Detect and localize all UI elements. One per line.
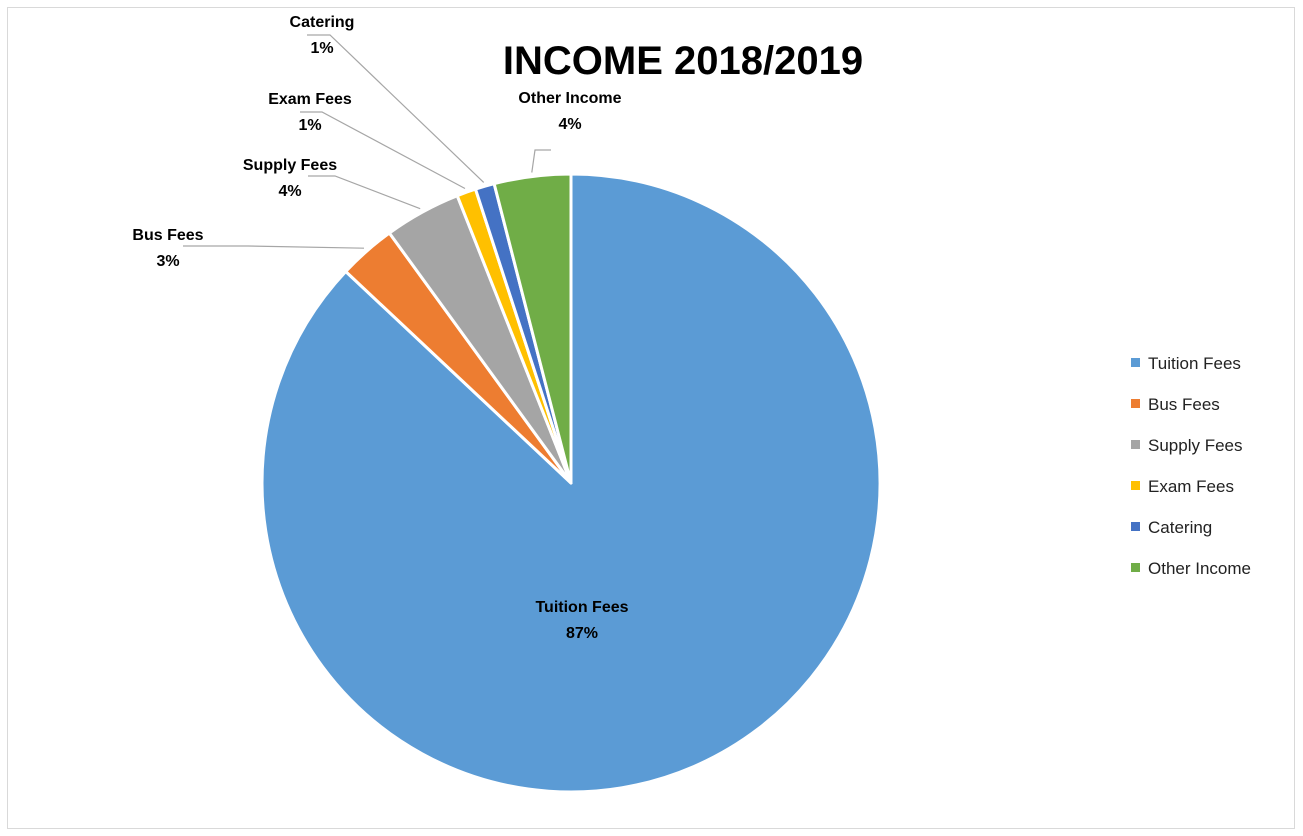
- legend-label-bus-fees: Bus Fees: [1148, 395, 1220, 414]
- leader-line-exam-fees: [300, 111, 466, 190]
- data-label-value-other-income: 4%: [558, 116, 581, 133]
- data-label-name-tuition-fees: Tuition Fees: [535, 599, 628, 616]
- data-label-value-supply-fees: 4%: [278, 183, 301, 200]
- legend-label-catering: Catering: [1148, 518, 1212, 537]
- data-label-name-other-income: Other Income: [518, 90, 621, 107]
- data-label-value-catering: 1%: [310, 40, 333, 57]
- data-label-value-exam-fees: 1%: [298, 117, 321, 134]
- legend-label-supply-fees: Supply Fees: [1148, 436, 1243, 455]
- leader-line-bus-fees: [183, 245, 365, 249]
- pie-slice-other-income: [492, 172, 573, 485]
- data-label-name-bus-fees: Bus Fees: [132, 227, 203, 244]
- data-label-name-exam-fees: Exam Fees: [268, 91, 352, 108]
- data-labels: Tuition Fees 87% Bus Fees 3% Supply Fees 4% Ex…: [132, 14, 628, 642]
- legend-label-tuition-fees: Tuition Fees: [1148, 354, 1241, 373]
- legend: Tuition Fees Bus Fees Supply Fees Exam Fees…: [1131, 354, 1251, 578]
- leader-line-catering: [307, 34, 485, 183]
- data-label-name-supply-fees: Supply Fees: [243, 157, 337, 174]
- leader-lines: [183, 34, 551, 249]
- legend-label-exam-fees: Exam Fees: [1148, 477, 1234, 496]
- leader-line-other-income: [531, 149, 551, 173]
- legend-swatch-supply-fees: [1131, 440, 1140, 449]
- legend-swatch-bus-fees: [1131, 399, 1140, 408]
- legend-label-other-income: Other Income: [1148, 559, 1251, 578]
- legend-swatch-tuition-fees: [1131, 358, 1140, 367]
- legend-swatch-catering: [1131, 522, 1140, 531]
- chart-title: INCOME 2018/2019: [503, 39, 863, 83]
- data-label-value-bus-fees: 3%: [156, 253, 179, 270]
- pie-slices: [260, 172, 882, 794]
- data-label-name-catering: Catering: [290, 14, 355, 31]
- leader-line-supply-fees: [308, 175, 421, 210]
- legend-swatch-other-income: [1131, 563, 1140, 572]
- data-label-value-tuition-fees: 87%: [566, 625, 598, 642]
- legend-swatch-exam-fees: [1131, 481, 1140, 490]
